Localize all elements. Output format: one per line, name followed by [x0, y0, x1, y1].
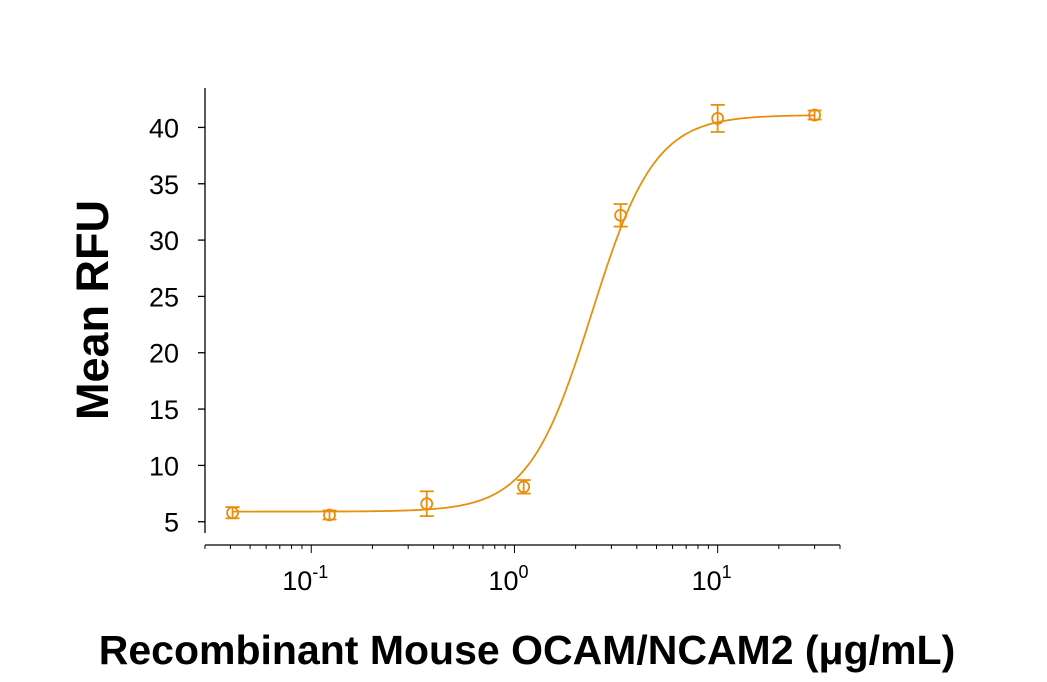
data-point [322, 508, 337, 522]
data-point [419, 490, 434, 518]
y-tick-label: 10 [149, 451, 179, 481]
x-tick-label: 10-1 [282, 562, 328, 596]
fit-line [232, 114, 815, 513]
y-tick-label: 30 [149, 226, 179, 256]
y-axis: 5 10 15 20 25 30 35 40 [149, 88, 206, 538]
data-point [613, 203, 628, 228]
point-marker [323, 508, 336, 522]
y-axis-title: Mean RFU [67, 200, 118, 420]
y-tick-label: 20 [149, 339, 179, 369]
data-point [710, 103, 725, 133]
point-marker [711, 112, 725, 125]
y-tick-label: 15 [149, 395, 179, 425]
y-tick-label: 5 [164, 508, 179, 538]
data-series [225, 103, 822, 522]
data-point [807, 108, 822, 122]
point-marker [517, 480, 531, 494]
y-tick-label: 35 [149, 170, 179, 200]
point-marker [420, 497, 434, 511]
x-axis: 10-1 100 101 [204, 544, 841, 596]
fit-curve [232, 114, 815, 513]
x-tick-label: 100 [488, 562, 528, 596]
x-tick-label: 101 [692, 562, 732, 596]
data-point [516, 479, 531, 495]
point-marker [226, 506, 239, 520]
y-tick-label: 25 [149, 282, 179, 312]
y-tick-label: 40 [149, 113, 179, 143]
data-point [225, 506, 240, 520]
point-marker [614, 208, 628, 222]
point-marker [808, 108, 822, 122]
x-axis-title: Recombinant Mouse OCAM/NCAM2 (μg/mL) [99, 627, 955, 673]
